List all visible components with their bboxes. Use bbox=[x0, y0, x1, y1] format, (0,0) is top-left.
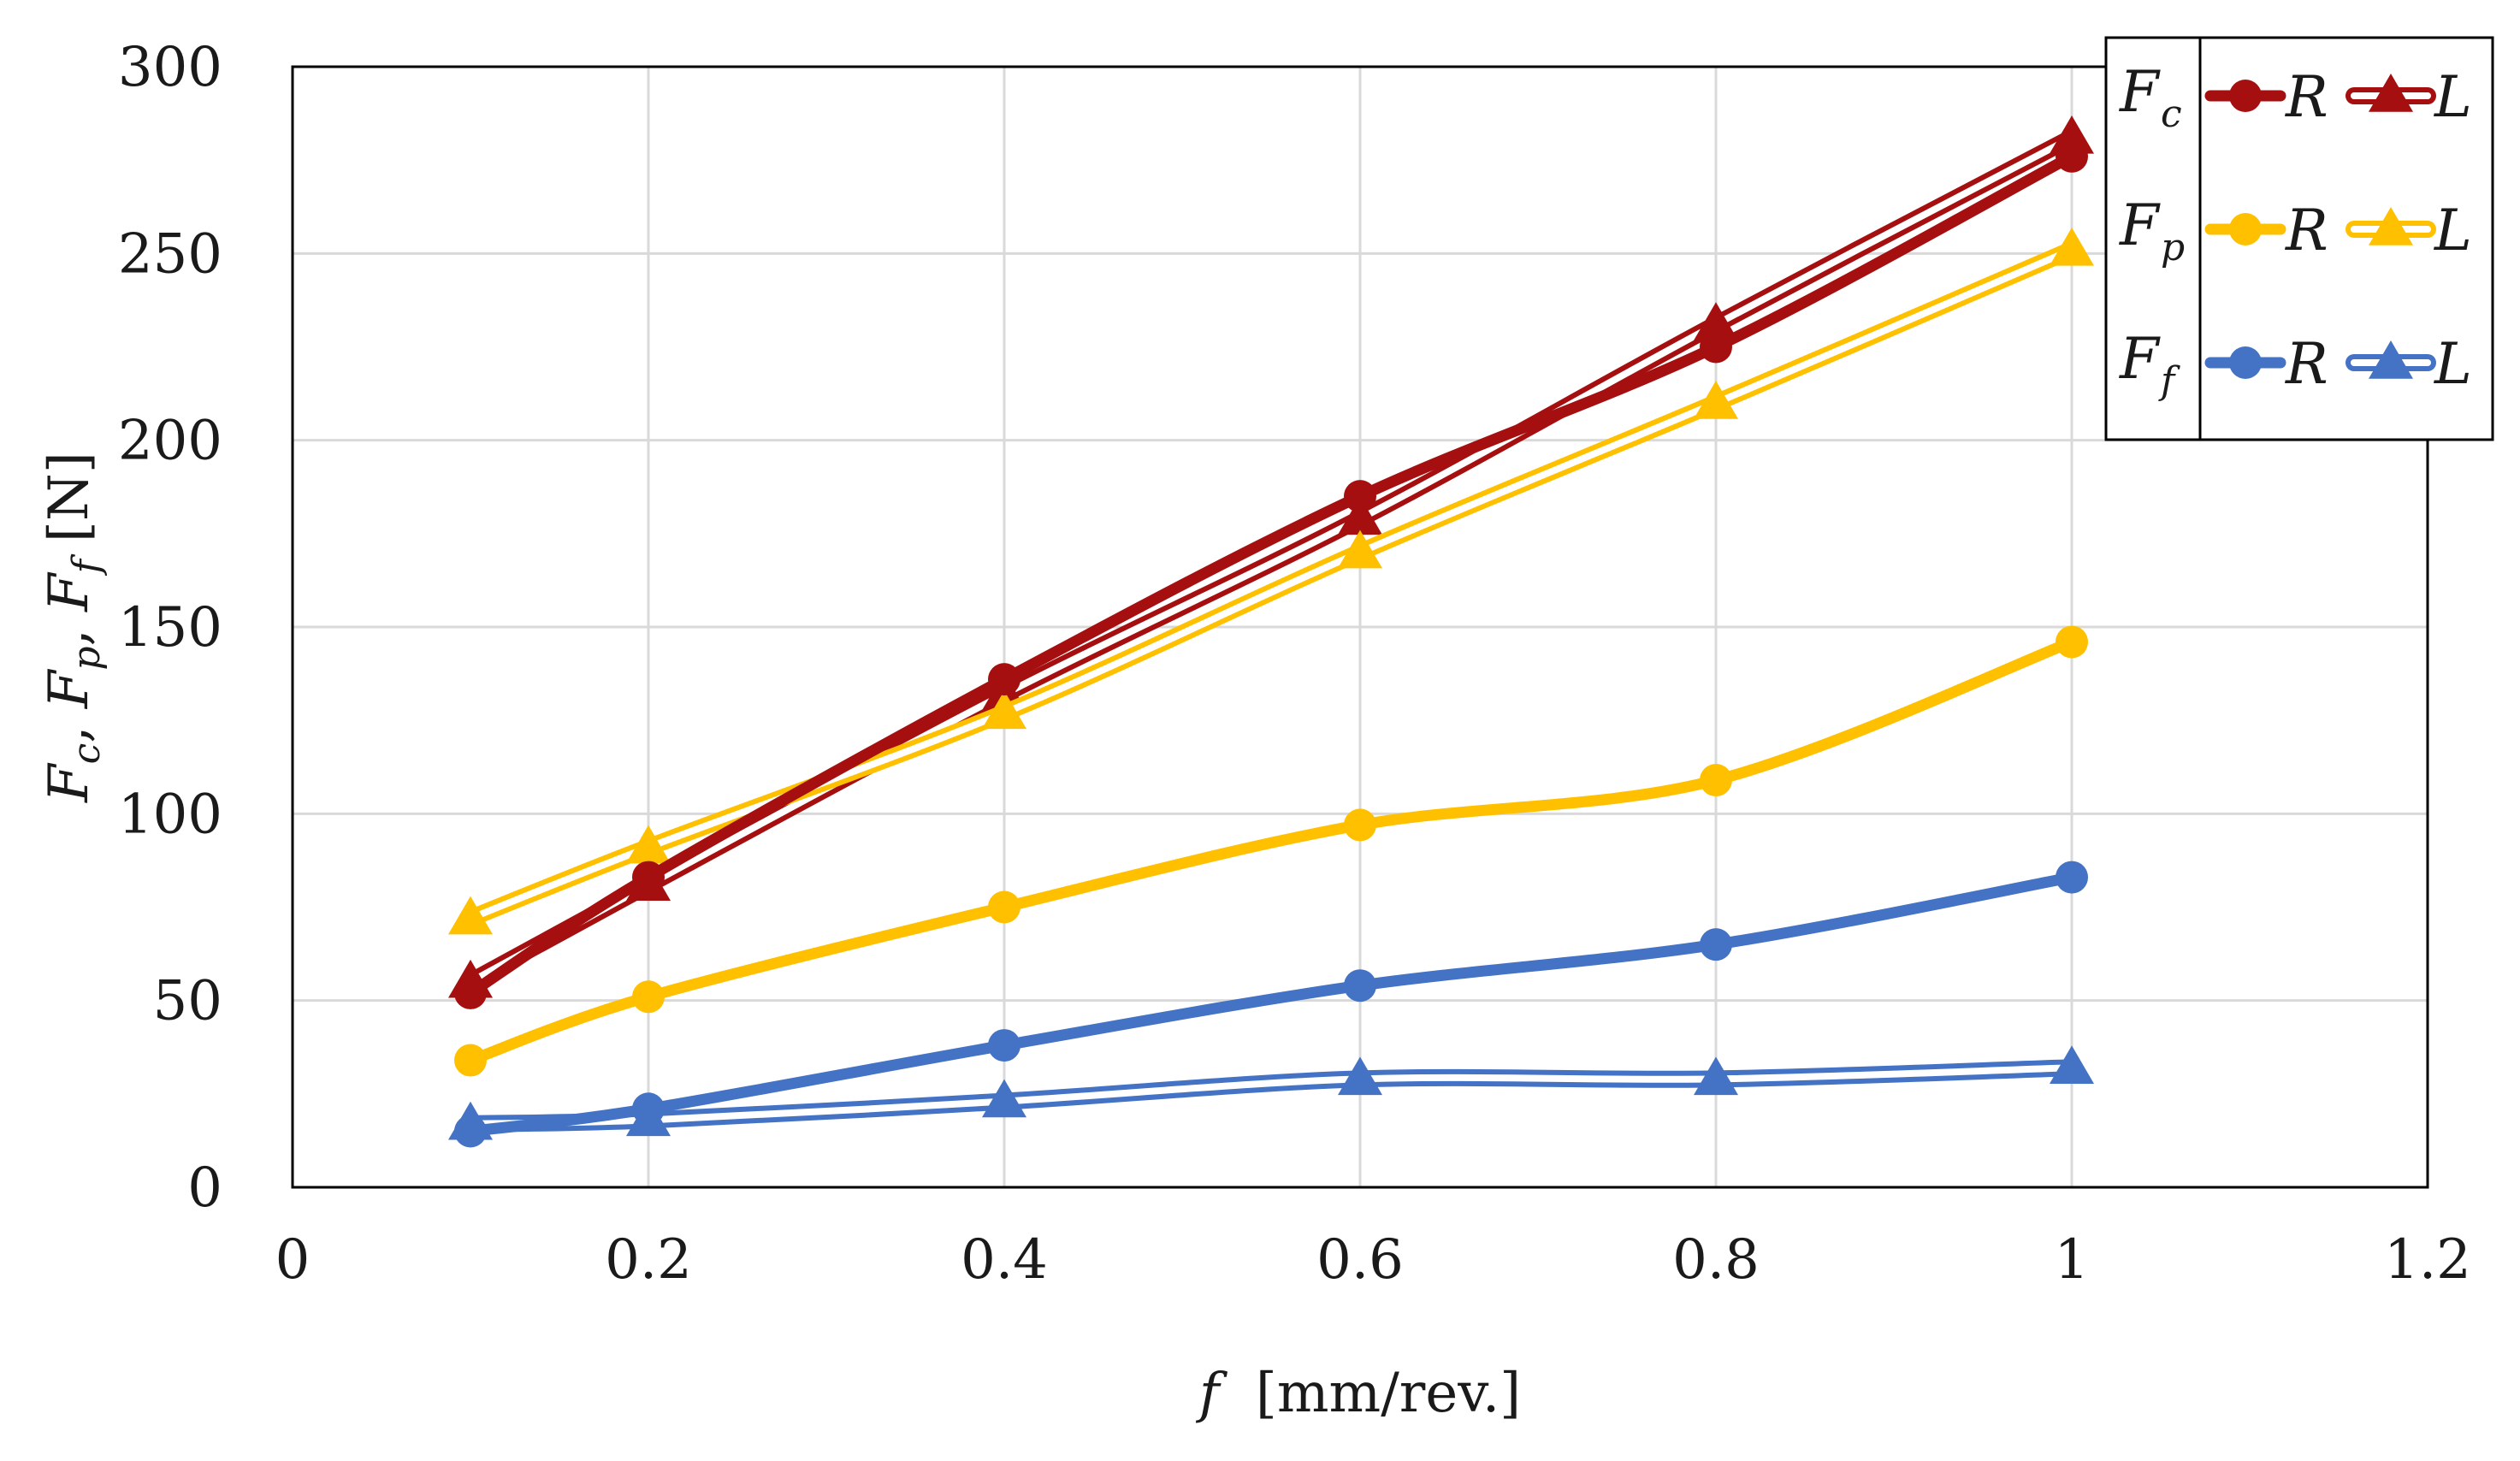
legend-marker-r bbox=[2229, 80, 2262, 112]
data-point bbox=[454, 976, 487, 1009]
legend-subscript: c bbox=[2161, 92, 2182, 136]
legend-symbol: F bbox=[2119, 326, 2161, 392]
series-fc-l bbox=[448, 115, 2094, 998]
data-point bbox=[2050, 115, 2094, 154]
x-axis-symbol: f bbox=[1196, 1362, 1228, 1425]
legend-label-r: R bbox=[2285, 198, 2328, 263]
data-point bbox=[1344, 480, 1376, 513]
y-axis-sym-fc: F bbox=[38, 762, 101, 803]
tick-labels: 0 0.2 0.4 0.6 0.8 1 1.2 0 50 100 150 200 250 300 bbox=[118, 36, 2471, 1292]
x-tick-label: 0.6 bbox=[1316, 1228, 1404, 1292]
y-tick-label: 50 bbox=[153, 970, 222, 1033]
data-point bbox=[2050, 227, 2094, 266]
legend-symbol: F bbox=[2119, 192, 2161, 258]
data-point bbox=[632, 980, 665, 1014]
legend-label-r: R bbox=[2285, 331, 2328, 397]
y-axis-sub-p: p bbox=[65, 647, 109, 671]
y-tick-label: 300 bbox=[118, 36, 222, 99]
series-ff-r bbox=[454, 861, 2088, 1148]
data-point bbox=[632, 1092, 665, 1126]
legend-frame bbox=[2104, 36, 2494, 441]
data-point bbox=[1344, 969, 1376, 1003]
data-point bbox=[454, 1044, 487, 1077]
y-axis-sub-c: c bbox=[65, 743, 109, 765]
data-point bbox=[2056, 861, 2088, 894]
y-axis-sub-f: f bbox=[65, 553, 109, 576]
data-point bbox=[2050, 1045, 2094, 1084]
series-ff-l bbox=[448, 1045, 2094, 1140]
plot-area-frame bbox=[291, 65, 2429, 1189]
data-point bbox=[982, 690, 1026, 730]
x-axis-title: f [mm/rev.] bbox=[1196, 1362, 1521, 1425]
legend-marker-l bbox=[2369, 74, 2413, 112]
data-point bbox=[1694, 381, 1738, 419]
data-point bbox=[454, 1115, 487, 1148]
legend-marker-r bbox=[2229, 213, 2262, 245]
legend-label-l: L bbox=[2434, 64, 2472, 130]
x-tick-label: 1.2 bbox=[2384, 1228, 2471, 1292]
data-point bbox=[2056, 625, 2088, 659]
data-point bbox=[1700, 928, 1732, 961]
data-point bbox=[1338, 1056, 1382, 1096]
legend-symbol: F bbox=[2119, 59, 2161, 125]
y-tick-label: 200 bbox=[118, 410, 222, 473]
data-point bbox=[1694, 302, 1738, 341]
x-axis-unit: [mm/rev.] bbox=[1256, 1362, 1521, 1425]
x-tick-label: 1 bbox=[2055, 1228, 2090, 1292]
data-point bbox=[1338, 529, 1382, 569]
legend-subscript: p bbox=[2161, 226, 2185, 269]
y-axis-unit: [N] bbox=[38, 452, 101, 542]
legend-marker-r bbox=[2229, 346, 2262, 379]
data-point bbox=[448, 896, 493, 935]
data-point bbox=[988, 663, 1020, 696]
series-fc-r bbox=[454, 139, 2088, 1009]
legend-label-l: L bbox=[2434, 198, 2472, 263]
y-axis-sym-fp: F bbox=[38, 668, 101, 709]
x-tick-label: 0 bbox=[275, 1228, 311, 1292]
y-axis-title: Fc, Fp, Ff[N] bbox=[38, 452, 109, 803]
x-tick-label: 0.2 bbox=[605, 1228, 692, 1292]
data-point bbox=[1694, 1056, 1738, 1096]
data-point bbox=[988, 890, 1020, 924]
x-tick-label: 0.8 bbox=[1672, 1228, 1760, 1292]
y-tick-label: 250 bbox=[118, 222, 222, 286]
data-point bbox=[626, 825, 671, 864]
data-point bbox=[1700, 330, 1732, 364]
y-tick-label: 0 bbox=[187, 1156, 222, 1220]
y-tick-label: 150 bbox=[118, 596, 222, 660]
legend-label-l: L bbox=[2434, 331, 2472, 397]
legend-marker-l bbox=[2369, 340, 2413, 379]
data-point bbox=[1700, 764, 1732, 797]
y-axis-sym-ff: F bbox=[38, 571, 101, 612]
series-line-ff-r bbox=[464, 872, 2078, 1137]
series-lines bbox=[448, 115, 2094, 1148]
series-fp-l bbox=[448, 227, 2094, 935]
data-point bbox=[982, 1079, 1026, 1118]
data-point bbox=[988, 1029, 1020, 1062]
legend-marker-l bbox=[2369, 207, 2413, 245]
series-line-fc-r bbox=[464, 151, 2078, 999]
data-point bbox=[2056, 139, 2088, 173]
legend-label-r: R bbox=[2285, 64, 2328, 130]
data-point bbox=[1344, 808, 1376, 842]
x-tick-label: 0.4 bbox=[961, 1228, 1048, 1292]
data-point bbox=[1338, 496, 1382, 535]
data-point bbox=[632, 861, 665, 894]
series-fp-r bbox=[454, 625, 2088, 1077]
y-tick-label: 100 bbox=[118, 783, 222, 846]
